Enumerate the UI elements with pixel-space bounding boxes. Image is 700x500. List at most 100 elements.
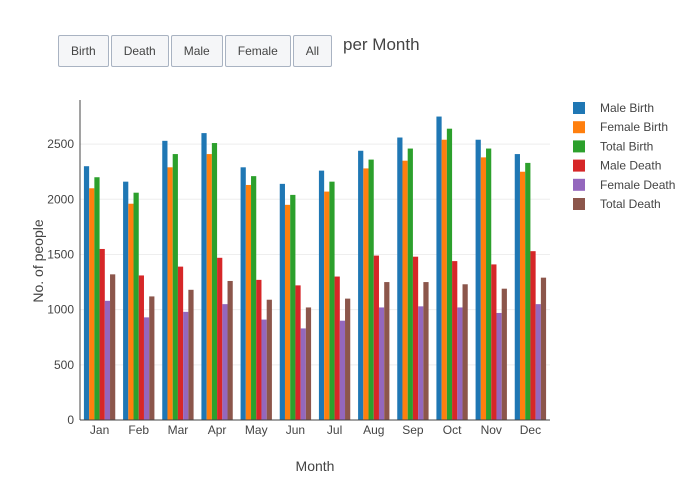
legend: Male Birth Female Birth Total Birth Male De… bbox=[573, 101, 675, 211]
bar-female-death-jan bbox=[104, 300, 111, 420]
x-tick-labels: Jan Feb Mar Apr May Jun Jul Aug Sep Oct Nov Dec bbox=[90, 423, 541, 437]
x-tick-label: Sep bbox=[402, 423, 424, 437]
death-button[interactable]: Death bbox=[110, 35, 169, 67]
bars-group bbox=[83, 116, 547, 421]
x-tick-label: Nov bbox=[481, 423, 502, 437]
bar-total-death-oct bbox=[462, 284, 468, 420]
bar-total-death-may bbox=[266, 299, 272, 420]
bar-total-birth-mar bbox=[172, 154, 178, 420]
bar-male-death-feb bbox=[138, 275, 144, 420]
bar-female-death-nov bbox=[496, 312, 502, 420]
bar-total-birth-dec bbox=[525, 162, 531, 420]
legend-label-female-death[interactable]: Female Death bbox=[600, 178, 675, 192]
bar-female-death-jun bbox=[300, 328, 306, 420]
legend-swatch-female-birth[interactable] bbox=[573, 121, 585, 134]
bar-female-birth-jun bbox=[284, 204, 291, 420]
bar-female-death-oct bbox=[457, 307, 463, 420]
x-tick-label: Jul bbox=[327, 423, 342, 437]
bar-male-death-apr bbox=[217, 257, 223, 420]
bar-total-death-apr bbox=[227, 280, 233, 420]
x-tick-label: Jun bbox=[286, 423, 305, 437]
bar-female-birth-dec bbox=[519, 171, 526, 420]
legend-label-total-birth[interactable]: Total Birth bbox=[600, 139, 653, 153]
bar-female-birth-mar bbox=[167, 167, 173, 420]
bar-total-birth-jan bbox=[94, 177, 100, 420]
bar-female-death-apr bbox=[222, 304, 228, 420]
bar-male-birth-nov bbox=[475, 139, 481, 421]
bar-total-birth-nov bbox=[486, 148, 492, 420]
x-tick-label: Dec bbox=[520, 423, 541, 437]
bar-total-death-jun bbox=[305, 307, 312, 420]
bar-male-death-jan bbox=[99, 248, 105, 420]
y-tick-label: 0 bbox=[67, 413, 74, 427]
x-axis-title: Month bbox=[296, 458, 335, 474]
bar-total-death-sep bbox=[423, 282, 429, 420]
chart-title: per Month bbox=[343, 35, 420, 54]
y-tick-label: 1500 bbox=[47, 247, 74, 261]
bar-male-birth-jun bbox=[279, 183, 285, 420]
bar-total-birth-jun bbox=[290, 194, 296, 420]
legend-swatch-female-death[interactable] bbox=[573, 178, 585, 191]
bar-female-birth-apr bbox=[206, 154, 212, 420]
bar-male-death-jul bbox=[334, 276, 340, 420]
birth-button[interactable]: Birth bbox=[58, 35, 109, 67]
x-tick-label: Mar bbox=[168, 423, 189, 437]
bar-male-birth-may bbox=[240, 167, 246, 420]
bar-total-death-feb bbox=[149, 296, 155, 420]
legend-label-male-death[interactable]: Male Death bbox=[600, 159, 661, 173]
bar-female-birth-feb bbox=[128, 203, 134, 420]
bar-male-death-sep bbox=[412, 256, 419, 420]
bar-female-birth-nov bbox=[480, 157, 487, 420]
bar-female-death-dec bbox=[535, 304, 541, 420]
x-tick-label: Jan bbox=[90, 423, 109, 437]
x-tick-label: Oct bbox=[443, 423, 462, 437]
y-tick-label: 500 bbox=[54, 358, 74, 372]
bar-total-birth-may bbox=[251, 176, 257, 420]
bar-total-death-aug bbox=[384, 282, 390, 420]
bar-total-death-jan bbox=[110, 274, 116, 420]
legend-swatch-total-death[interactable] bbox=[573, 198, 585, 210]
bar-female-birth-oct bbox=[441, 139, 447, 421]
legend-label-female-birth[interactable]: Female Birth bbox=[600, 120, 668, 134]
legend-label-total-death[interactable]: Total Death bbox=[600, 197, 661, 211]
axes bbox=[79, 100, 550, 421]
male-button[interactable]: Male bbox=[170, 35, 223, 67]
y-tick-label: 2000 bbox=[47, 192, 74, 206]
update-menu: Birth Death Male Female All bbox=[58, 35, 333, 67]
bar-male-death-dec bbox=[530, 251, 536, 420]
x-tick-label: May bbox=[245, 423, 268, 437]
bar-male-birth-oct bbox=[436, 116, 442, 420]
bar-female-death-feb bbox=[143, 317, 150, 420]
bar-male-death-may bbox=[256, 279, 262, 420]
bar-female-birth-aug bbox=[363, 168, 369, 420]
y-tick-label: 2500 bbox=[47, 137, 74, 151]
bar-total-birth-oct bbox=[446, 128, 453, 421]
bar-total-birth-sep bbox=[407, 148, 413, 420]
bar-total-birth-aug bbox=[368, 159, 374, 420]
bar-total-birth-apr bbox=[211, 143, 218, 420]
legend-label-male-birth[interactable]: Male Birth bbox=[600, 101, 654, 115]
bar-female-death-may bbox=[261, 319, 267, 420]
bar-male-birth-feb bbox=[123, 181, 129, 420]
bar-total-death-mar bbox=[188, 289, 194, 420]
all-button[interactable]: All bbox=[292, 35, 333, 67]
bar-total-death-dec bbox=[540, 277, 547, 420]
bar-female-birth-sep bbox=[402, 160, 408, 421]
legend-swatch-male-birth[interactable] bbox=[573, 102, 585, 114]
bar-male-death-mar bbox=[177, 266, 184, 420]
bar-male-birth-aug bbox=[358, 150, 364, 421]
bar-male-birth-jan bbox=[83, 166, 90, 420]
y-axis-title: No. of people bbox=[30, 219, 46, 302]
bar-male-death-aug bbox=[373, 255, 379, 420]
legend-swatch-total-birth[interactable] bbox=[573, 140, 585, 153]
gridlines bbox=[80, 143, 550, 366]
bar-female-death-aug bbox=[378, 307, 385, 420]
bar-male-birth-sep bbox=[397, 137, 403, 420]
legend-swatch-male-death[interactable] bbox=[573, 159, 585, 172]
bar-male-birth-dec bbox=[514, 154, 520, 420]
bar-female-birth-jan bbox=[89, 188, 95, 420]
bar-total-birth-feb bbox=[133, 192, 139, 420]
bar-total-birth-jul bbox=[329, 181, 335, 420]
female-button[interactable]: Female bbox=[224, 35, 291, 67]
